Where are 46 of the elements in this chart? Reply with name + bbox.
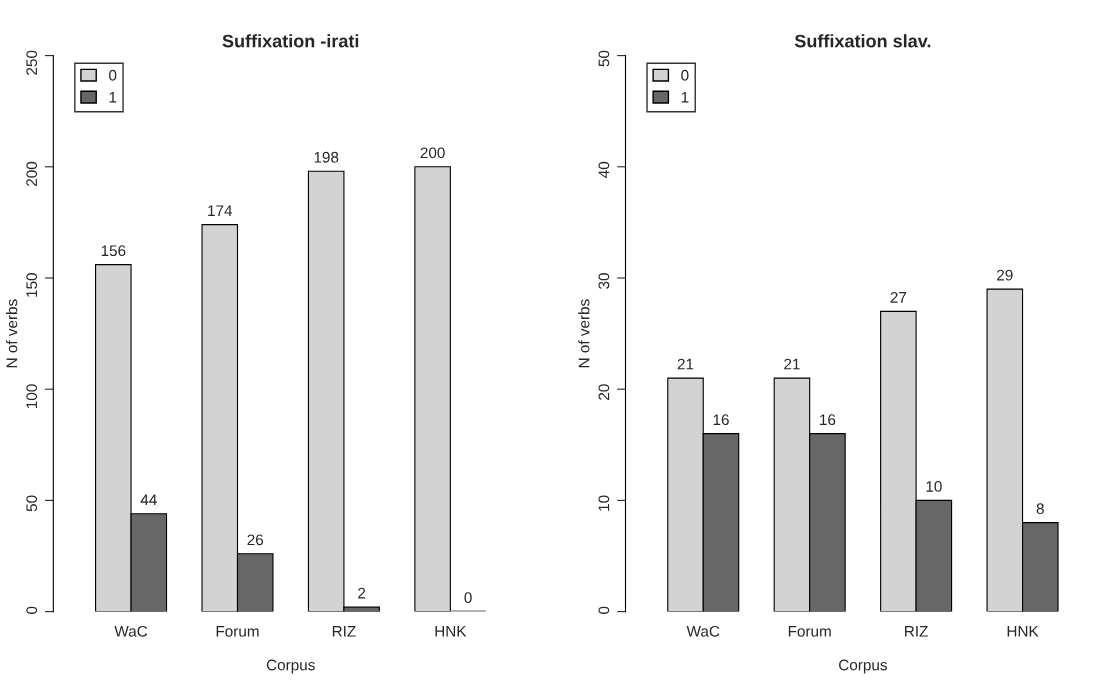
x-tick-label: WaC: [686, 625, 720, 637]
data-label: 16: [713, 414, 729, 426]
x-tick-label: HNK: [435, 626, 467, 637]
x-tick-label: WaC: [114, 625, 148, 637]
x-tick-label: RIZ: [332, 626, 356, 637]
data-label: 21: [784, 358, 800, 370]
data-label: 10: [926, 481, 942, 492]
chart-title: Suffixation slav.: [794, 34, 931, 48]
y-tick-label: 100: [26, 384, 38, 408]
data-label: 44: [140, 494, 157, 506]
y-tick-label: 50: [26, 495, 38, 512]
y-tick-label: 0: [598, 606, 610, 614]
y-axis-title: N of verbs: [578, 299, 590, 368]
data-label: 2: [358, 587, 366, 599]
legend-label: 1: [681, 91, 689, 103]
data-label: 0: [464, 592, 472, 604]
y-tick-label: 40: [598, 161, 610, 178]
y-tick-label: 30: [598, 273, 610, 289]
data-label: 198: [314, 151, 339, 163]
y-tick-label: 20: [598, 384, 610, 400]
legend-label: 0: [109, 69, 117, 81]
y-tick-label: 10: [598, 495, 610, 511]
data-label: 156: [101, 245, 126, 257]
data-label: 21: [677, 358, 694, 370]
data-label: 29: [997, 269, 1013, 281]
chart-title: Suffixation -irati: [222, 34, 359, 48]
data-label: 26: [247, 534, 264, 546]
data-label: 8: [1036, 503, 1044, 515]
data-label: 200: [420, 147, 445, 159]
x-tick-label: Forum: [788, 626, 831, 637]
x-axis-title: Corpus: [266, 659, 315, 674]
x-tick-label: RIZ: [905, 626, 928, 637]
data-label: 16: [820, 414, 836, 426]
legend-label: 1: [109, 91, 117, 103]
y-tick-label: 0: [26, 606, 38, 614]
x-tick-label: HNK: [1007, 626, 1039, 637]
x-axis-title: Corpus: [839, 659, 887, 674]
y-tick-label: 200: [26, 161, 38, 186]
y-axis-title: N of verbs: [6, 299, 18, 368]
legend-label: 0: [681, 69, 689, 81]
x-tick-label: Forum: [216, 626, 259, 637]
y-tick-label: 50: [598, 50, 610, 67]
y-tick-label: 250: [26, 50, 38, 75]
data-label: 27: [890, 291, 907, 303]
data-label: 174: [208, 205, 233, 216]
y-tick-label: 150: [26, 273, 38, 297]
